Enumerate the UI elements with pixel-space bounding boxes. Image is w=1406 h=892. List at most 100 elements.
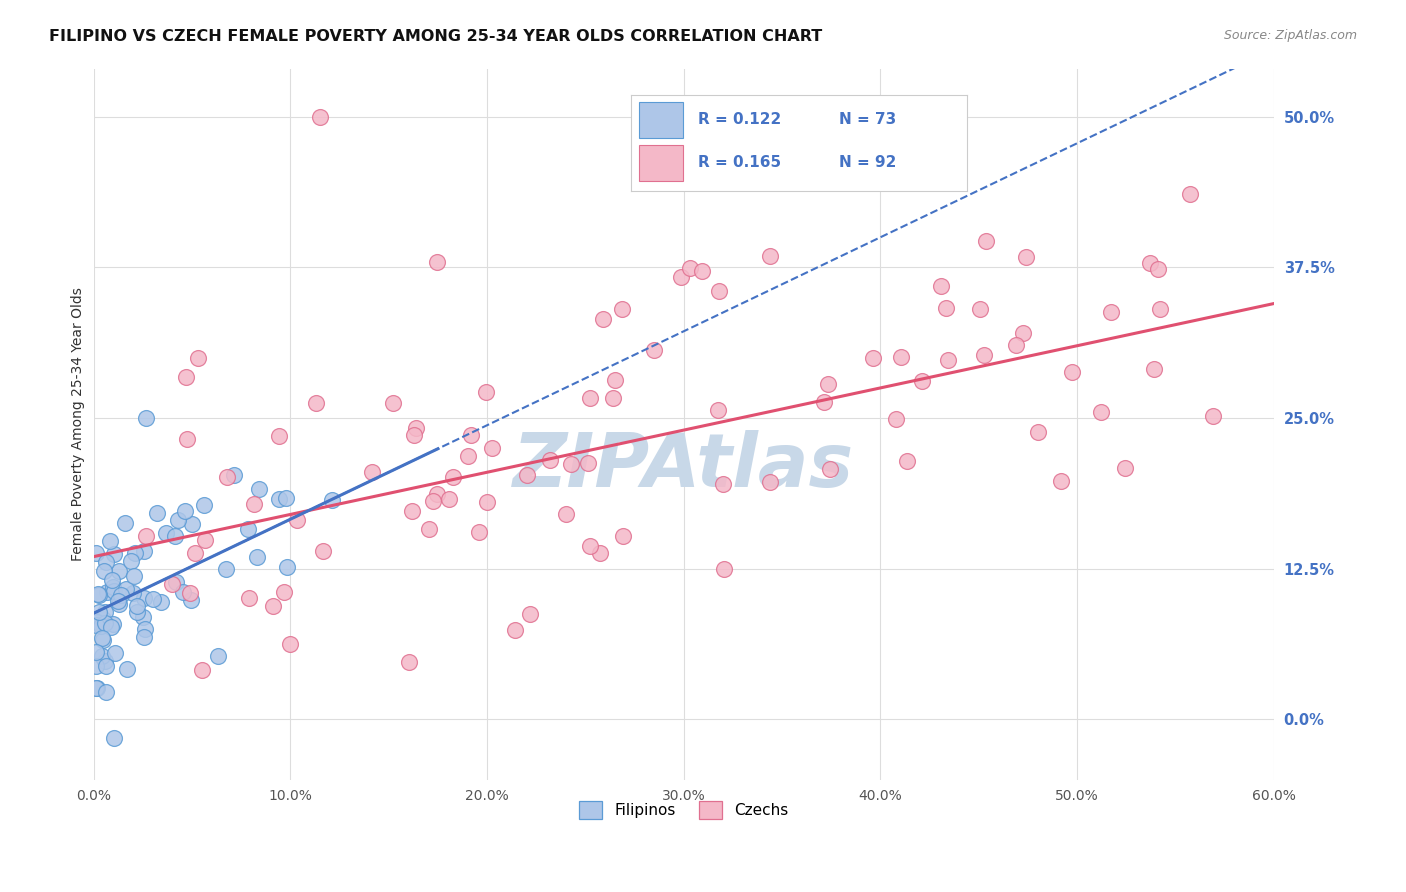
Point <box>405 421 427 435</box>
Point <box>402 427 425 442</box>
Point <box>94 555 117 569</box>
Point <box>441 470 464 484</box>
Point <box>122 569 145 583</box>
Point <box>519 607 541 621</box>
Point <box>276 559 298 574</box>
Point <box>98 533 121 548</box>
Point <box>758 475 780 490</box>
Point <box>93 605 115 619</box>
Point <box>1139 256 1161 270</box>
Point <box>101 617 124 632</box>
Point <box>612 302 634 317</box>
Point <box>267 429 290 443</box>
Point <box>87 587 110 601</box>
Point <box>305 396 328 410</box>
Point <box>1202 409 1225 423</box>
Point <box>134 591 156 606</box>
Text: Source: ZipAtlas.com: Source: ZipAtlas.com <box>1223 29 1357 42</box>
Point <box>179 586 201 600</box>
Point <box>974 234 997 248</box>
Point <box>896 454 918 468</box>
Point <box>516 467 538 482</box>
Point <box>312 544 335 558</box>
Point <box>818 461 841 475</box>
Point <box>890 351 912 365</box>
Point <box>167 513 190 527</box>
Point <box>460 427 482 442</box>
Point <box>101 580 124 594</box>
Point <box>973 347 995 361</box>
Point <box>84 681 107 695</box>
Point <box>538 453 561 467</box>
Point <box>274 491 297 506</box>
Point <box>576 456 599 470</box>
Point <box>269 492 291 507</box>
Point <box>273 584 295 599</box>
Point <box>89 588 111 602</box>
Point <box>690 264 713 278</box>
Point <box>165 575 187 590</box>
Point <box>1015 250 1038 264</box>
Point <box>457 449 479 463</box>
Point <box>93 654 115 668</box>
Point <box>108 565 131 579</box>
Point <box>426 255 449 269</box>
Point <box>1101 305 1123 319</box>
Point <box>238 591 260 605</box>
Legend: Filipinos, Czechs: Filipinos, Czechs <box>574 795 794 825</box>
Point <box>135 529 157 543</box>
Point <box>475 495 498 509</box>
Point <box>93 564 115 578</box>
Point <box>114 582 136 596</box>
Point <box>467 524 489 539</box>
Point <box>886 412 908 426</box>
Point <box>713 562 735 576</box>
Point <box>1114 461 1136 475</box>
Point <box>1049 474 1071 488</box>
Point <box>217 470 239 484</box>
Point <box>127 606 149 620</box>
Point <box>361 465 384 479</box>
Point <box>124 546 146 560</box>
Point <box>176 370 198 384</box>
Point <box>560 458 582 472</box>
Text: FILIPINO VS CZECH FEMALE POVERTY AMONG 25-34 YEAR OLDS CORRELATION CHART: FILIPINO VS CZECH FEMALE POVERTY AMONG 2… <box>49 29 823 44</box>
Point <box>709 284 731 298</box>
Point <box>103 583 125 598</box>
Point <box>100 620 122 634</box>
Point <box>84 659 107 673</box>
Point <box>191 663 214 677</box>
Point <box>91 612 114 626</box>
Point <box>186 351 208 365</box>
Point <box>84 618 107 632</box>
Point <box>817 376 839 391</box>
Point <box>759 249 782 263</box>
Point <box>1012 326 1035 340</box>
Point <box>222 468 245 483</box>
Point <box>110 588 132 602</box>
Point <box>120 554 142 568</box>
Point <box>104 646 127 660</box>
Point <box>321 492 343 507</box>
Point <box>146 507 169 521</box>
Point <box>132 609 155 624</box>
Point <box>215 562 238 576</box>
Point <box>94 685 117 699</box>
Point <box>592 312 614 326</box>
Point <box>107 598 129 612</box>
Point <box>173 504 195 518</box>
Point <box>90 618 112 632</box>
Point <box>1149 301 1171 316</box>
Point <box>475 384 498 399</box>
Point <box>969 301 991 316</box>
Point <box>94 658 117 673</box>
Point <box>155 526 177 541</box>
Point <box>84 546 107 560</box>
Point <box>935 301 957 316</box>
Point <box>1142 361 1164 376</box>
Point <box>1147 262 1170 277</box>
Point <box>418 522 440 536</box>
Point <box>262 599 284 613</box>
Point <box>679 261 702 276</box>
Point <box>135 410 157 425</box>
